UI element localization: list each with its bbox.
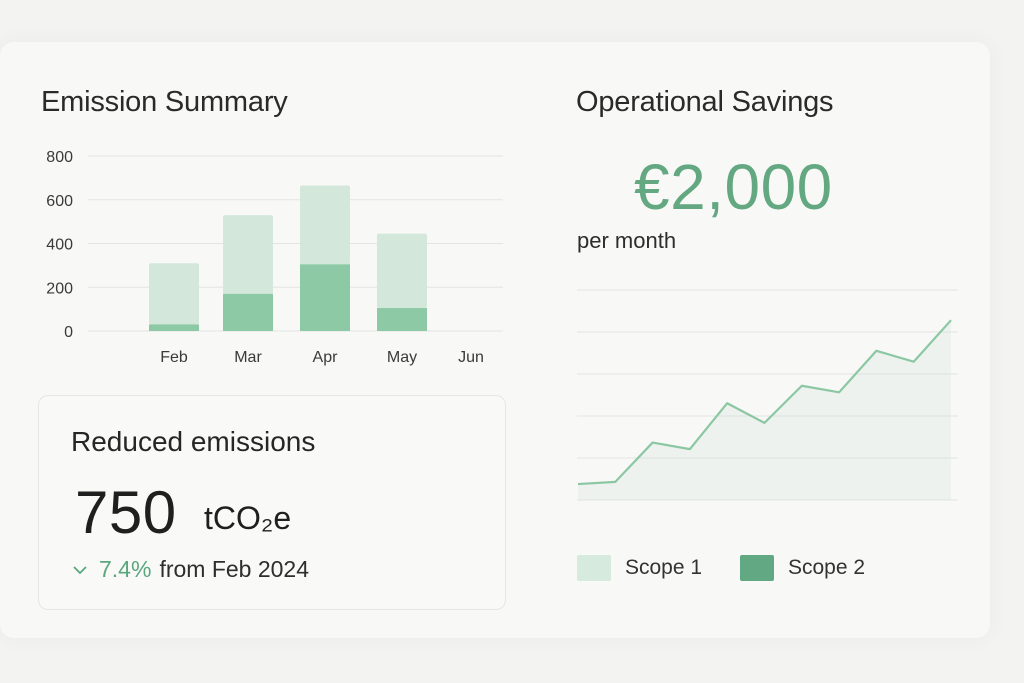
y-tick-label: 0 <box>64 324 73 341</box>
legend-item-scope-2: Scope 2 <box>740 555 865 581</box>
change-text: from Feb 2024 <box>159 556 310 582</box>
savings-line <box>577 319 952 486</box>
reduced-emissions-unit: tCO₂e <box>204 500 292 536</box>
y-tick-label: 400 <box>46 237 73 254</box>
x-tick-label: Mar <box>234 349 262 366</box>
reduced-emissions-card: Reduced emissions 750 tCO₂e 7.4% from Fe… <box>38 395 506 610</box>
legend-item-scope-1: Scope 1 <box>577 555 702 581</box>
reduced-emissions-label: Reduced emissions <box>71 426 316 457</box>
legend-label-scope-2: Scope 2 <box>788 556 866 579</box>
change-percent: 7.4% <box>99 556 152 582</box>
change-indicator: 7.4% from Feb 2024 <box>73 556 309 583</box>
x-tick-label: Apr <box>313 349 339 366</box>
savings-amount: €2,000 <box>634 151 833 223</box>
y-tick-label: 800 <box>46 149 73 166</box>
bar-scope2-mar <box>223 293 273 331</box>
y-tick-label: 200 <box>46 280 73 297</box>
operational-savings-title: Operational Savings <box>576 86 834 118</box>
bar-scope2-apr <box>300 264 350 331</box>
x-tick-label: Feb <box>160 349 188 366</box>
savings-period: per month <box>577 228 677 253</box>
legend-swatch-scope-1 <box>577 555 611 581</box>
reduced-emissions-value: 750 <box>75 479 177 546</box>
x-tick-label: May <box>387 349 417 366</box>
x-tick-label: Jun <box>458 349 484 366</box>
bar-scope1-apr <box>300 185 350 265</box>
savings-area-fill <box>578 320 951 500</box>
emission-summary-title: Emission Summary <box>41 86 288 118</box>
chevron-down-icon <box>73 559 87 581</box>
bar-scope2-may <box>377 308 427 331</box>
legend-swatch-scope-2 <box>740 555 774 581</box>
bar-scope1-feb <box>149 263 199 325</box>
y-tick-label: 600 <box>46 193 73 210</box>
legend-label-scope-1: Scope 1 <box>625 556 703 579</box>
bar-scope1-may <box>377 233 427 309</box>
bar-scope2-feb <box>149 324 199 331</box>
bar-scope1-mar <box>223 215 273 294</box>
